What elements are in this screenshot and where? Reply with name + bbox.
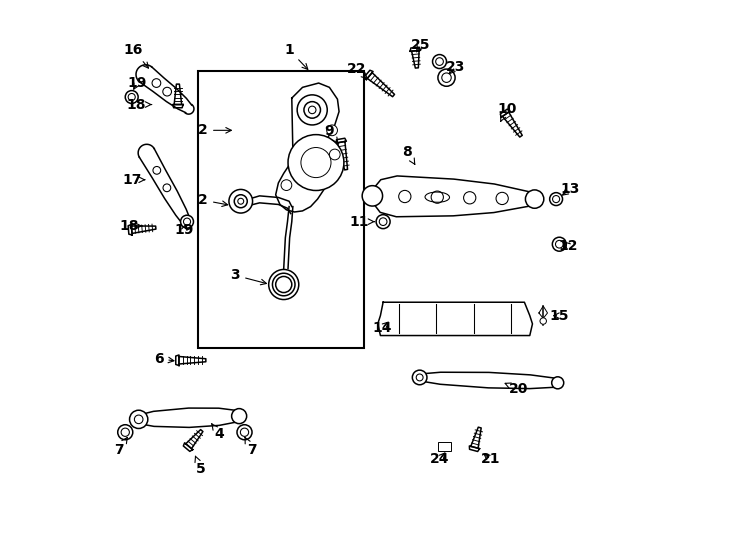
Circle shape xyxy=(556,240,563,248)
Circle shape xyxy=(301,147,331,178)
Circle shape xyxy=(442,73,451,83)
Text: 4: 4 xyxy=(211,424,224,441)
Circle shape xyxy=(238,198,244,204)
Circle shape xyxy=(416,374,423,381)
Text: 25: 25 xyxy=(411,38,430,52)
Text: 13: 13 xyxy=(560,183,580,197)
Circle shape xyxy=(413,370,427,385)
Circle shape xyxy=(304,102,321,118)
Text: 24: 24 xyxy=(430,452,449,466)
Text: 5: 5 xyxy=(195,456,206,476)
Text: 20: 20 xyxy=(505,382,528,396)
Circle shape xyxy=(153,166,161,174)
Circle shape xyxy=(134,415,143,424)
Circle shape xyxy=(297,95,327,125)
Circle shape xyxy=(362,186,382,206)
Text: 14: 14 xyxy=(372,321,392,335)
Text: 1: 1 xyxy=(284,43,308,69)
Text: 12: 12 xyxy=(559,239,578,253)
Text: 2: 2 xyxy=(198,193,228,207)
Circle shape xyxy=(232,409,247,424)
Circle shape xyxy=(276,276,292,293)
Circle shape xyxy=(553,237,567,251)
Text: 7: 7 xyxy=(245,437,256,457)
Text: 18: 18 xyxy=(120,219,142,233)
Text: 11: 11 xyxy=(349,215,374,228)
Polygon shape xyxy=(372,176,535,217)
Bar xyxy=(197,71,364,348)
Text: 19: 19 xyxy=(175,222,194,237)
Circle shape xyxy=(128,93,135,100)
Circle shape xyxy=(129,410,148,428)
Circle shape xyxy=(234,195,247,208)
Circle shape xyxy=(379,218,387,226)
Text: 18: 18 xyxy=(126,98,151,112)
Text: 22: 22 xyxy=(346,62,367,79)
Circle shape xyxy=(181,215,194,228)
Circle shape xyxy=(272,273,295,296)
Circle shape xyxy=(436,58,443,65)
Text: 6: 6 xyxy=(153,352,174,366)
Circle shape xyxy=(126,91,138,104)
Text: 2: 2 xyxy=(198,123,231,137)
Circle shape xyxy=(432,55,446,69)
Circle shape xyxy=(553,195,559,202)
Text: 3: 3 xyxy=(230,268,266,285)
Circle shape xyxy=(431,191,443,203)
Text: 8: 8 xyxy=(402,145,415,164)
Text: 15: 15 xyxy=(550,309,569,323)
Circle shape xyxy=(121,428,129,436)
Text: 17: 17 xyxy=(122,173,145,187)
Circle shape xyxy=(399,191,411,202)
Circle shape xyxy=(496,192,508,205)
Circle shape xyxy=(237,425,252,440)
Text: 23: 23 xyxy=(446,60,465,74)
Text: 7: 7 xyxy=(114,437,127,457)
Circle shape xyxy=(184,218,191,225)
Circle shape xyxy=(281,180,292,191)
Text: 16: 16 xyxy=(123,43,148,68)
Circle shape xyxy=(229,190,252,213)
Text: 21: 21 xyxy=(481,452,501,466)
Circle shape xyxy=(308,106,316,113)
Circle shape xyxy=(550,193,562,206)
Text: 9: 9 xyxy=(324,124,338,144)
Circle shape xyxy=(327,125,338,136)
Circle shape xyxy=(240,428,249,436)
Circle shape xyxy=(152,79,161,87)
Circle shape xyxy=(330,149,340,160)
Circle shape xyxy=(540,318,546,324)
Text: 10: 10 xyxy=(497,102,516,122)
Polygon shape xyxy=(378,302,532,335)
Polygon shape xyxy=(276,83,339,212)
Circle shape xyxy=(438,69,455,86)
Circle shape xyxy=(376,215,390,228)
Circle shape xyxy=(526,190,544,208)
Circle shape xyxy=(464,192,476,204)
Text: 19: 19 xyxy=(128,76,147,90)
Circle shape xyxy=(117,425,133,440)
Circle shape xyxy=(163,184,171,192)
Circle shape xyxy=(163,87,172,96)
Bar xyxy=(438,442,451,450)
Circle shape xyxy=(269,269,299,300)
Circle shape xyxy=(552,377,564,389)
Circle shape xyxy=(288,134,344,191)
